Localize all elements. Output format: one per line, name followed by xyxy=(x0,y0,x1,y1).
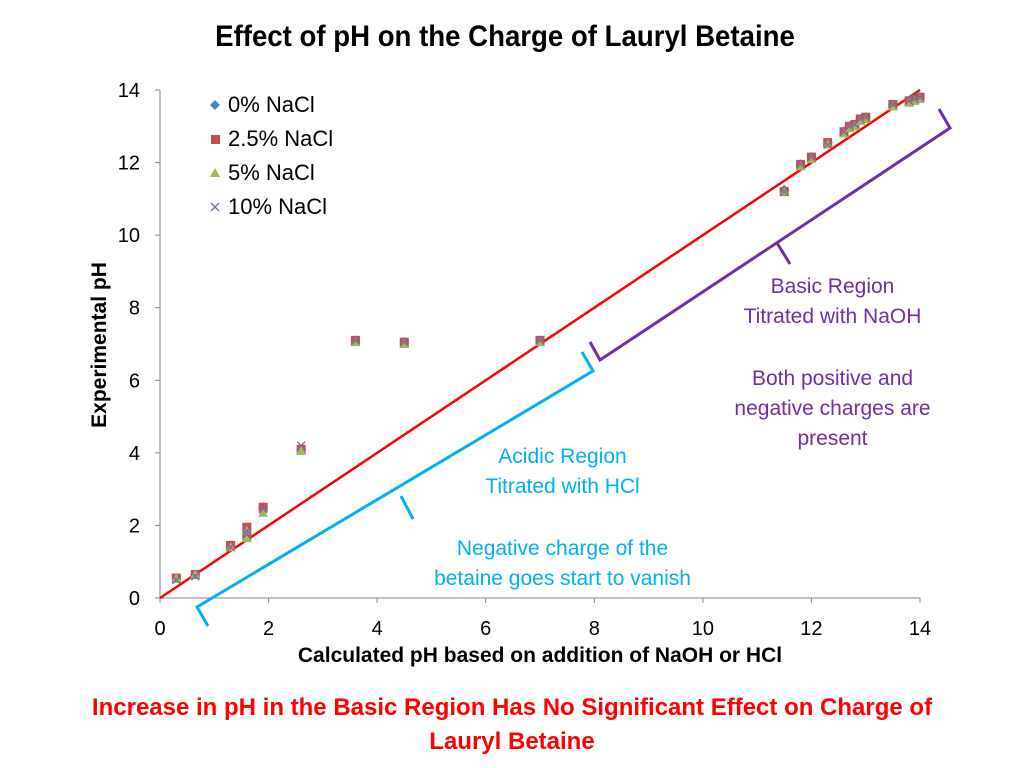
triangle-point xyxy=(241,533,252,543)
triangle-point xyxy=(795,161,806,171)
legend-label: 0% NaCl xyxy=(228,92,315,117)
x-point xyxy=(242,526,252,536)
acidic-bracket-tick xyxy=(399,495,415,520)
basic-bracket-tick xyxy=(775,242,792,265)
annotation-line: negative charges are xyxy=(734,397,931,420)
footer-conclusion: Increase in pH in the Basic Region Has N… xyxy=(0,691,1024,759)
legend-item-10pct: 10% NaCl xyxy=(208,190,333,224)
x-tick-label: 12 xyxy=(800,618,822,640)
annotation-line: Negative charge of the xyxy=(456,537,669,560)
region-brackets xyxy=(194,108,953,627)
x-tick-label: 2 xyxy=(263,618,274,640)
triangle-point xyxy=(171,573,182,583)
series-10-nacl xyxy=(171,92,925,585)
y-tick-label: 14 xyxy=(118,80,140,102)
x-point xyxy=(190,571,200,581)
annotation-line: betaine goes start to vanish xyxy=(434,567,691,590)
x-point xyxy=(904,96,914,106)
basic-region-annotation: Basic Region Titrated with NaOH Both pos… xyxy=(700,272,965,454)
x-axis-label: Calculated pH based on addition of NaOH … xyxy=(297,644,783,667)
triangle-point xyxy=(258,507,269,517)
x-point xyxy=(861,112,871,122)
annotation-line: Basic Region xyxy=(770,275,895,298)
diamond-marker-icon xyxy=(210,100,220,110)
legend-item-5pct: 5% NaCl xyxy=(208,156,333,190)
legend-item-2-5pct: 2.5% NaCl xyxy=(208,122,333,156)
footer-line-1: Increase in pH in the Basic Region Has N… xyxy=(91,694,933,721)
x-point xyxy=(796,159,806,169)
y-tick-label: 0 xyxy=(129,588,140,610)
legend-label: 2.5% NaCl xyxy=(228,126,334,151)
y-tick-label: 12 xyxy=(118,153,140,175)
triangle-marker-icon xyxy=(210,168,220,177)
legend-label: 10% NaCl xyxy=(228,194,328,219)
x-point xyxy=(779,187,789,197)
legend: 0% NaCl 2.5% NaCl 5% NaCl 10% NaCl xyxy=(208,88,333,224)
triangle-point xyxy=(190,569,201,579)
x-point xyxy=(350,335,360,345)
triangle-point xyxy=(535,337,545,347)
x-point xyxy=(535,335,545,345)
triangle-point xyxy=(296,446,307,456)
x-point xyxy=(844,121,854,131)
y-tick-label: 4 xyxy=(129,443,140,465)
data-points xyxy=(171,92,925,585)
x-tick-label: 14 xyxy=(909,618,931,640)
legend-item-0pct: 0% NaCl xyxy=(208,88,333,122)
y-axis-label: Experimental pH xyxy=(88,262,111,428)
annotation-line: Both positive and xyxy=(751,367,914,390)
x-tick-label: 4 xyxy=(372,618,383,640)
x-marker-icon xyxy=(210,202,220,212)
y-tick-label: 10 xyxy=(118,225,140,247)
x-point xyxy=(242,530,252,539)
x-tick-label: 10 xyxy=(692,618,714,640)
x-point xyxy=(915,92,925,102)
x-tick-label: 8 xyxy=(589,618,600,640)
triangle-point xyxy=(915,94,925,104)
x-point xyxy=(806,152,816,162)
triangle-point xyxy=(849,121,860,131)
x-point xyxy=(910,94,920,104)
x-point xyxy=(855,114,865,124)
annotation-line: Titrated with HCl xyxy=(485,475,640,498)
triangle-point xyxy=(399,339,410,348)
annotation-line: present xyxy=(797,427,868,450)
acidic-region-bracket xyxy=(194,351,596,627)
x-point xyxy=(171,575,181,585)
x-tick-label: 0 xyxy=(154,618,165,640)
x-point xyxy=(296,441,306,451)
y-tick-label: 8 xyxy=(129,298,140,320)
chart-title: Effect of pH on the Charge of Lauryl Bet… xyxy=(215,20,795,53)
square-point xyxy=(258,502,268,512)
x-point xyxy=(888,100,898,109)
triangle-point xyxy=(887,101,898,111)
x-point xyxy=(258,504,268,514)
annotation-line: Titrated with NaOH xyxy=(743,305,922,328)
x-point xyxy=(823,139,833,149)
triangle-point xyxy=(860,114,871,124)
legend-label: 5% NaCl xyxy=(228,160,315,185)
x-point xyxy=(399,337,409,347)
x-tick-label: 6 xyxy=(480,618,491,640)
footer-line-2: Lauryl Betaine xyxy=(429,728,595,755)
y-tick-label: 2 xyxy=(129,515,140,537)
annotation-line: Acidic Region xyxy=(498,445,627,468)
x-point xyxy=(226,542,236,552)
acidic-region-annotation: Acidic Region Titrated with HCl Negative… xyxy=(400,442,725,594)
triangle-point xyxy=(350,337,361,347)
chart-axes: 0 2 4 6 8 10 12 14 0 2 4 6 8 10 12 14 xyxy=(118,80,931,640)
basic-region-bracket xyxy=(588,108,953,363)
y-tick-label: 6 xyxy=(129,370,140,392)
triangle-point xyxy=(839,128,849,138)
square-marker-icon xyxy=(211,135,220,144)
triangle-point xyxy=(806,153,817,163)
